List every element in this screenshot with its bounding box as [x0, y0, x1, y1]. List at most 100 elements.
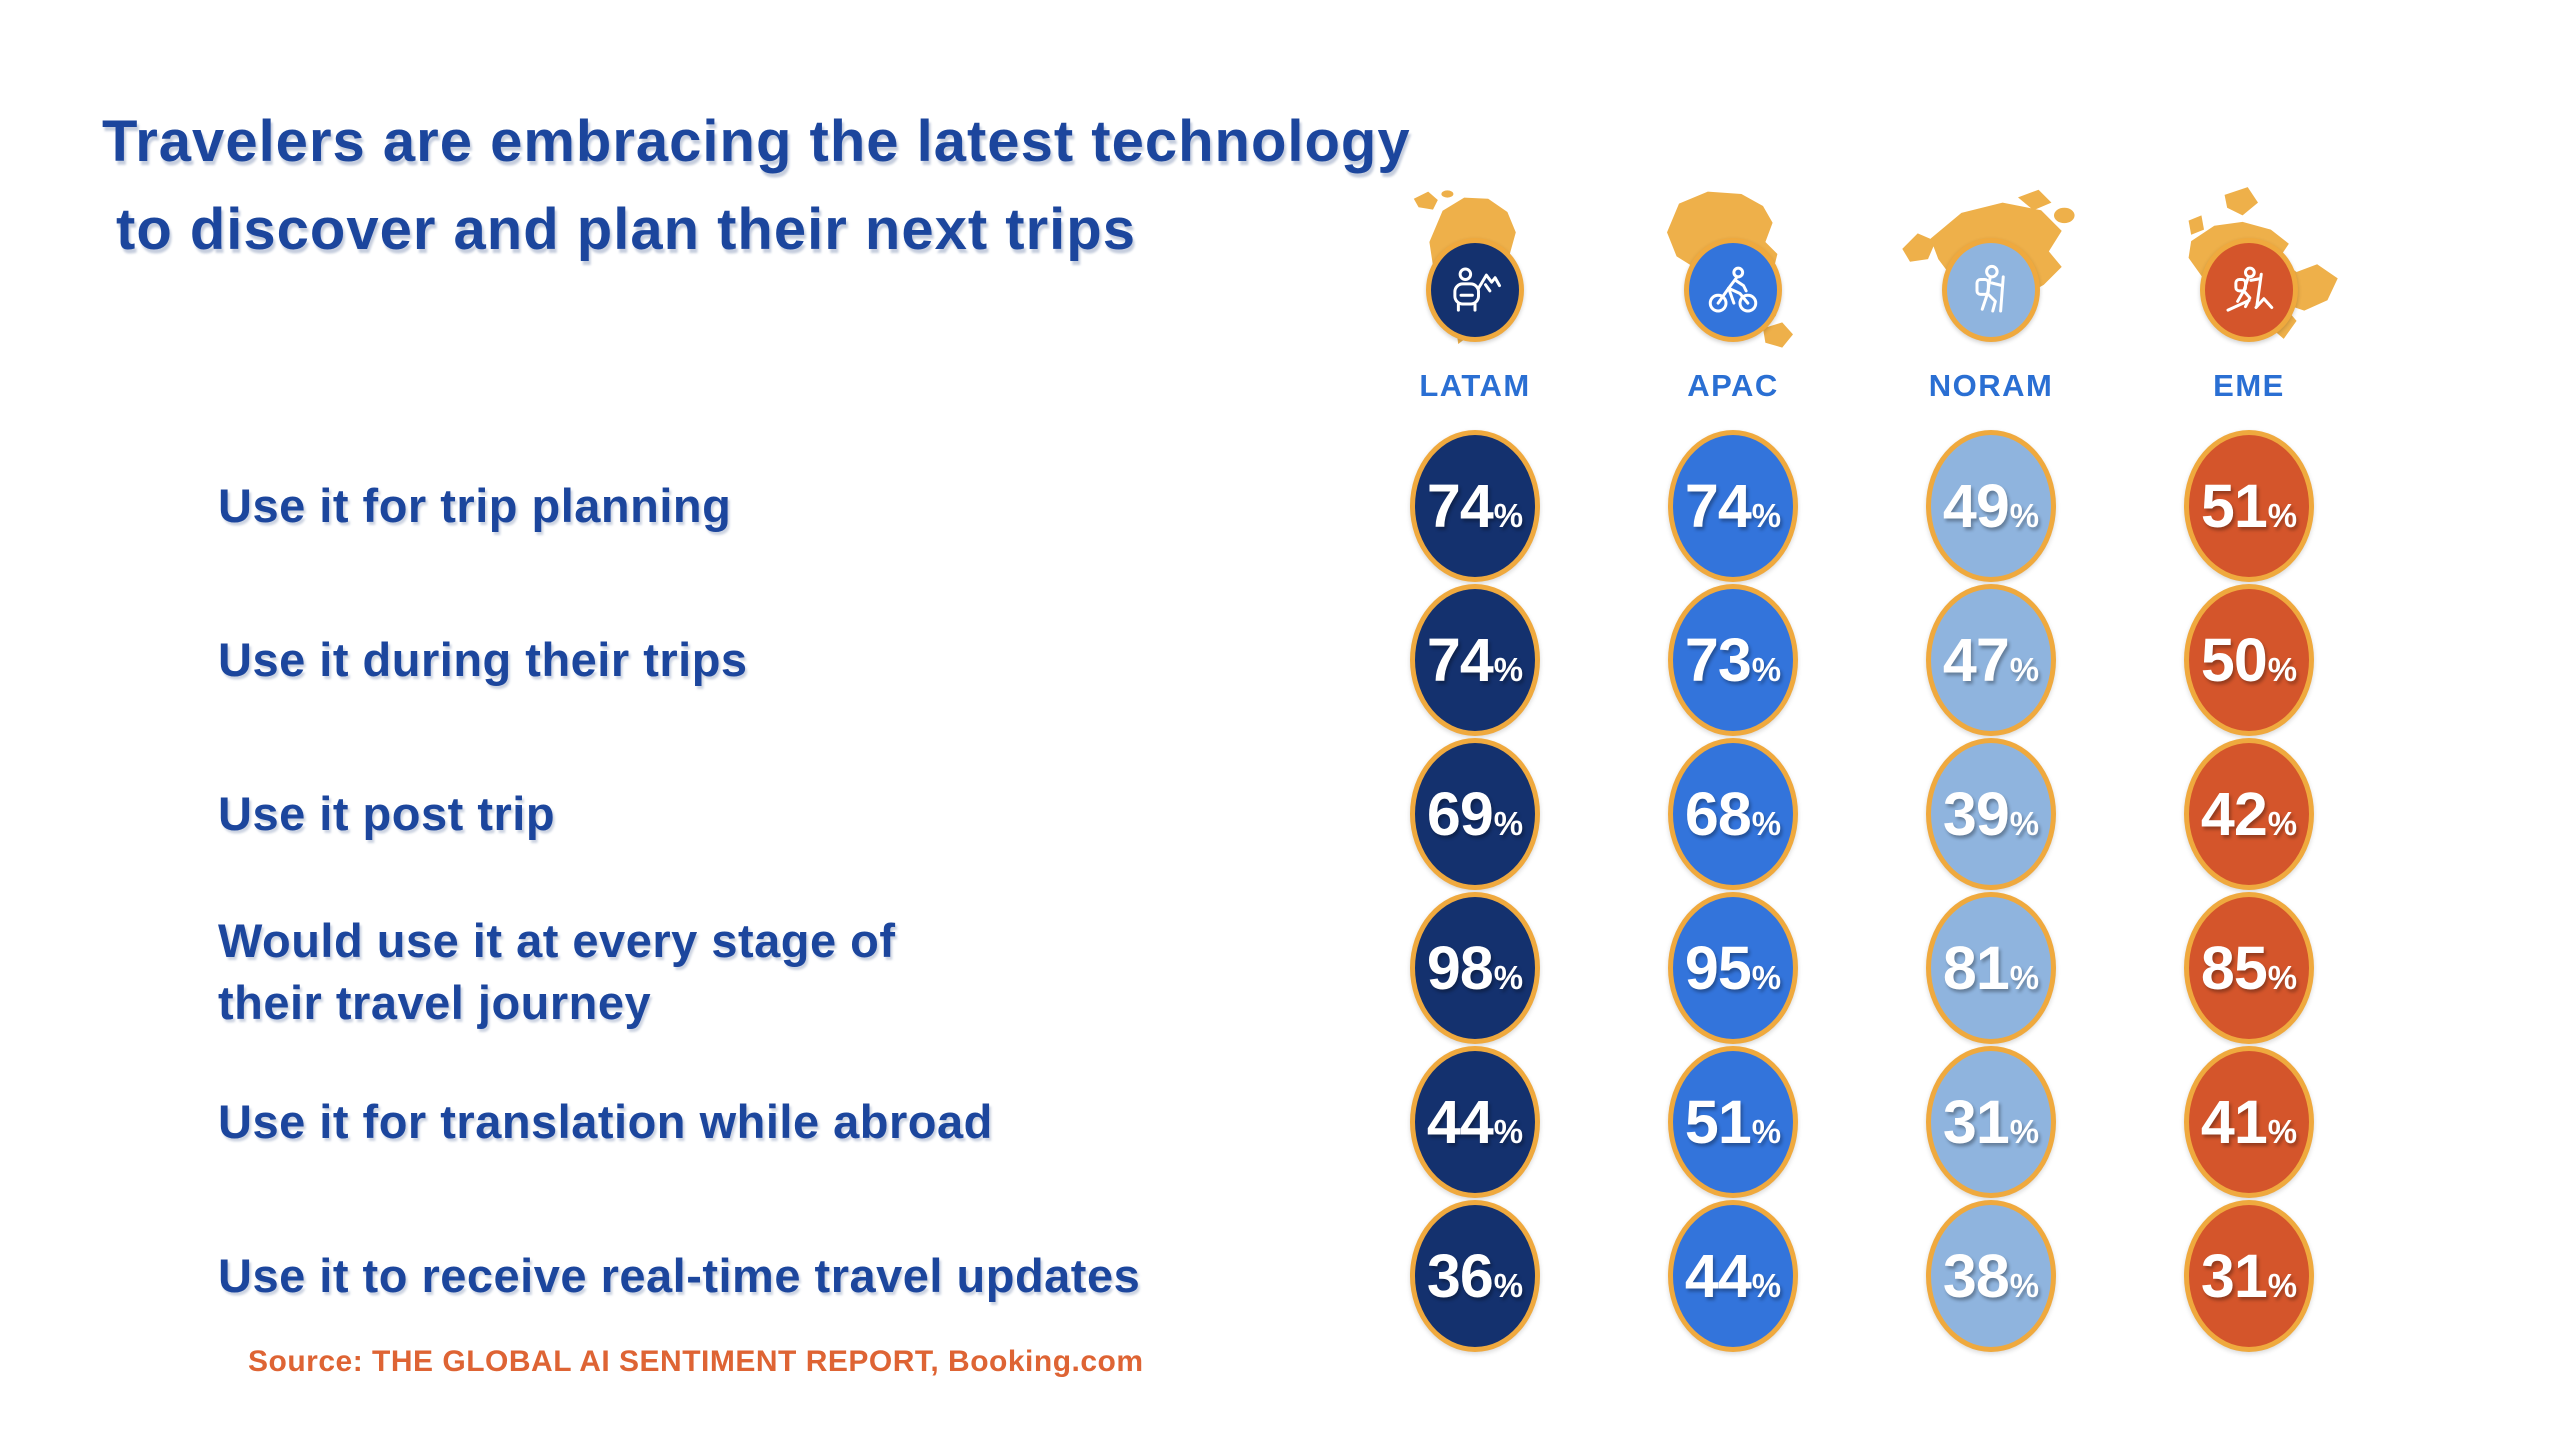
value-number: 49 — [1942, 472, 2010, 540]
percent-sign: % — [2009, 651, 2040, 688]
value-badge-latam-trip-planning: 74% — [1410, 430, 1540, 582]
value-number: 98 — [1426, 934, 1494, 1002]
value-number: 42 — [2200, 780, 2268, 848]
value-badge-latam-realtime-updates: 36% — [1410, 1200, 1540, 1352]
row-label-every-stage: Would use it at every stage of their tra… — [218, 910, 896, 1034]
value-number: 73 — [1684, 626, 1752, 694]
value-badge-latam-every-stage: 98% — [1410, 892, 1540, 1044]
percent-sign: % — [1493, 959, 1524, 996]
region-header-noram: NORAM — [1861, 182, 2121, 404]
value-badge-noram-trip-planning: 49% — [1926, 430, 2056, 582]
value-number: 68 — [1684, 780, 1752, 848]
value-badge-apac-post-trip: 68% — [1668, 738, 1798, 890]
region-label-noram: NORAM — [1928, 368, 2054, 403]
value-number: 74 — [1684, 472, 1752, 540]
row-label-every-stage-line2: their travel journey — [218, 976, 652, 1029]
value-badge-apac-trip-planning: 74% — [1668, 430, 1798, 582]
region-header-apac: APAC — [1603, 182, 1863, 404]
value-number: 31 — [1942, 1088, 2010, 1156]
percent-sign: % — [1493, 805, 1524, 842]
value-badge-noram-during-trips: 47% — [1926, 584, 2056, 736]
value-number: 85 — [2200, 934, 2268, 1002]
value-badge-noram-translation: 31% — [1926, 1046, 2056, 1198]
percent-sign: % — [1751, 1113, 1782, 1150]
percent-sign: % — [2009, 959, 2040, 996]
title-line-2: to discover and plan their next trips — [116, 197, 1136, 262]
value-number: 95 — [1684, 934, 1752, 1002]
row-label-every-stage-line1: Would use it at every stage of — [218, 914, 896, 967]
region-header-latam: LATAM — [1345, 182, 1605, 404]
value-badge-latam-during-trips: 74% — [1410, 584, 1540, 736]
value-number: 74 — [1426, 472, 1494, 540]
percent-sign: % — [2009, 1113, 2040, 1150]
region-header-eme: EME — [2119, 182, 2379, 404]
value-number: 51 — [2200, 472, 2268, 540]
climber-icon — [2226, 266, 2274, 312]
value-number: 44 — [1426, 1088, 1494, 1156]
percent-sign: % — [1751, 1267, 1782, 1304]
row-label-realtime-updates: Use it to receive real-time travel updat… — [218, 1249, 1141, 1302]
eme-badge-icon-circle — [2200, 238, 2298, 342]
source-attribution: Source: THE GLOBAL AI SENTIMENT REPORT, … — [248, 1345, 1144, 1378]
value-badge-latam-post-trip: 69% — [1410, 738, 1540, 890]
region-label-eme: EME — [2213, 368, 2285, 403]
percent-sign: % — [2009, 497, 2040, 534]
percent-sign: % — [2009, 1267, 2040, 1304]
value-badge-eme-during-trips: 50% — [2184, 584, 2314, 736]
region-label-latam: LATAM — [1419, 368, 1531, 403]
value-badge-latam-translation: 44% — [1410, 1046, 1540, 1198]
region-label-apac: APAC — [1687, 368, 1779, 403]
value-badge-eme-translation: 41% — [2184, 1046, 2314, 1198]
value-badge-eme-trip-planning: 51% — [2184, 430, 2314, 582]
backpack-mountains-icon — [1453, 267, 1501, 312]
percent-sign: % — [2267, 1113, 2298, 1150]
value-number: 69 — [1426, 780, 1494, 848]
value-badge-eme-post-trip: 42% — [2184, 738, 2314, 890]
value-badge-apac-every-stage: 95% — [1668, 892, 1798, 1044]
percent-sign: % — [1751, 805, 1782, 842]
row-label-during-trips: Use it during their trips — [218, 633, 748, 686]
page-title: Travelers are embracing the latest techn… — [102, 98, 1411, 274]
hiker-icon — [1975, 264, 2005, 313]
value-number: 50 — [2200, 626, 2268, 694]
percent-sign: % — [1751, 651, 1782, 688]
value-number: 81 — [1942, 934, 2010, 1002]
row-label-translation: Use it for translation while abroad — [218, 1095, 993, 1148]
value-badge-apac-translation: 51% — [1668, 1046, 1798, 1198]
percent-sign: % — [1493, 1113, 1524, 1150]
apac-badge-icon-circle — [1684, 238, 1782, 342]
value-badge-apac-realtime-updates: 44% — [1668, 1200, 1798, 1352]
noram-badge-icon-circle — [1942, 238, 2040, 342]
value-badge-noram-every-stage: 81% — [1926, 892, 2056, 1044]
percent-sign: % — [2267, 651, 2298, 688]
percent-sign: % — [1493, 497, 1524, 534]
value-badge-noram-realtime-updates: 38% — [1926, 1200, 2056, 1352]
value-number: 39 — [1942, 780, 2010, 848]
cyclist-icon — [1708, 266, 1758, 313]
value-badge-eme-realtime-updates: 31% — [2184, 1200, 2314, 1352]
row-label-trip-planning: Use it for trip planning — [218, 479, 732, 532]
value-number: 74 — [1426, 626, 1494, 694]
percent-sign: % — [1751, 497, 1782, 534]
percent-sign: % — [2267, 959, 2298, 996]
row-label-post-trip: Use it post trip — [218, 787, 556, 840]
percent-sign: % — [1493, 1267, 1524, 1304]
latam-badge-icon-circle — [1426, 238, 1524, 342]
value-number: 47 — [1942, 626, 2010, 694]
value-number: 44 — [1684, 1242, 1752, 1310]
value-number: 31 — [2200, 1242, 2268, 1310]
value-number: 51 — [1684, 1088, 1752, 1156]
percent-sign: % — [2267, 1267, 2298, 1304]
value-badge-noram-post-trip: 39% — [1926, 738, 2056, 890]
value-number: 36 — [1426, 1242, 1494, 1310]
value-number: 41 — [2200, 1088, 2268, 1156]
percent-sign: % — [1493, 651, 1524, 688]
percent-sign: % — [1751, 959, 1782, 996]
percent-sign: % — [2267, 497, 2298, 534]
title-line-1: Travelers are embracing the latest techn… — [102, 109, 1411, 174]
percent-sign: % — [2267, 805, 2298, 842]
percent-sign: % — [2009, 805, 2040, 842]
value-badge-eme-every-stage: 85% — [2184, 892, 2314, 1044]
value-number: 38 — [1942, 1242, 2010, 1310]
